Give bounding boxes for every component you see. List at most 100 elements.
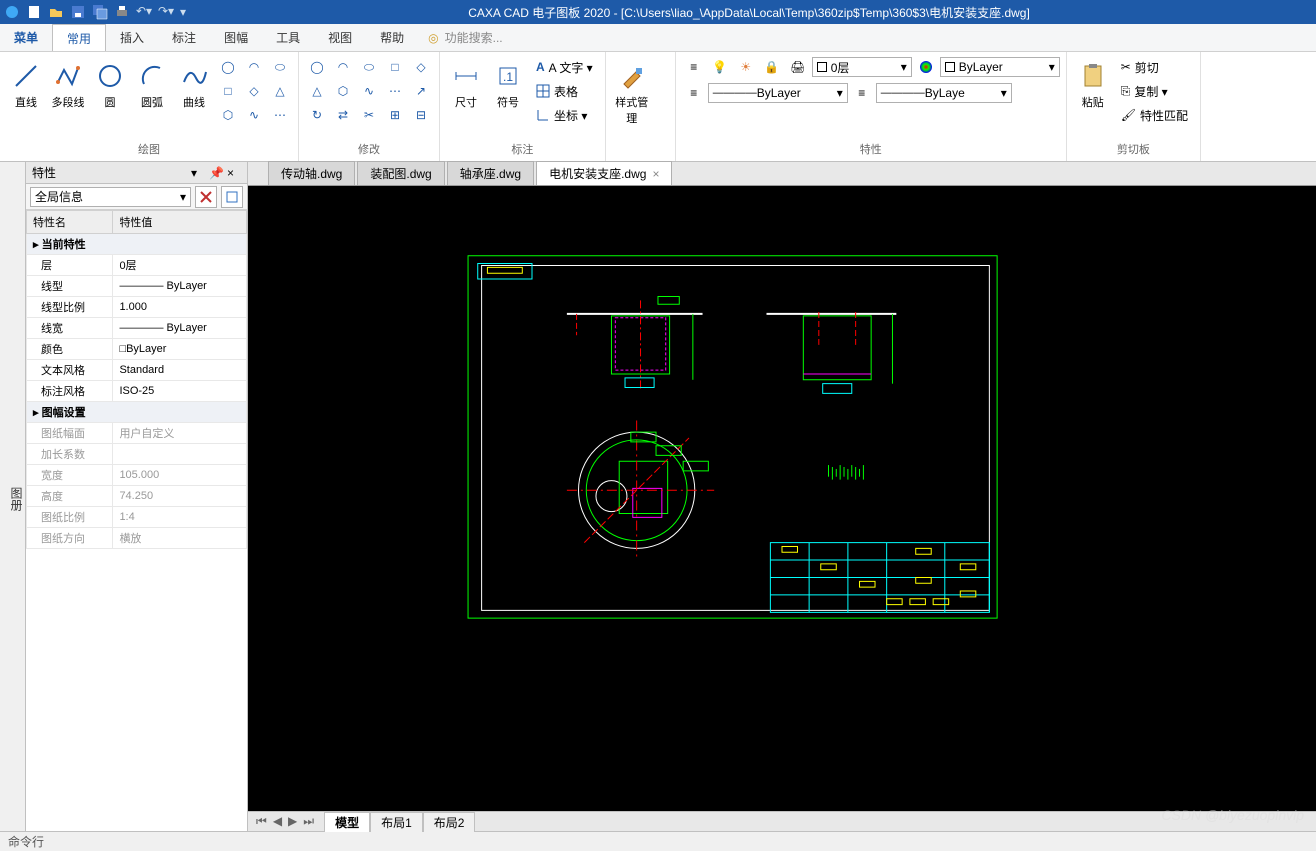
tool-small-modify-small-9[interactable]: ↗: [409, 80, 433, 102]
tool-small-draw-small-8[interactable]: ⋯: [268, 104, 292, 126]
document-tab[interactable]: 传动轴.dwg: [268, 161, 355, 185]
style-manager-button[interactable]: 样式管理: [612, 56, 652, 130]
menu-item-7[interactable]: 帮助: [366, 24, 418, 51]
tool-small-draw-small-7[interactable]: ∿: [242, 104, 266, 126]
property-row[interactable]: 宽度105.000: [27, 465, 247, 486]
saveall-icon[interactable]: [92, 4, 108, 20]
new-icon[interactable]: [26, 4, 42, 20]
copy-button[interactable]: ⎘复制 ▾: [1115, 80, 1194, 102]
nav-first-icon[interactable]: ⏮: [254, 814, 269, 829]
tool-small-modify-small-2[interactable]: ⬭: [357, 56, 381, 78]
tool-small-modify-small-10[interactable]: ↻: [305, 104, 329, 126]
menu-item-1[interactable]: 常用: [52, 24, 106, 51]
circle-button[interactable]: 圆: [90, 56, 130, 114]
tool-small-modify-small-4[interactable]: ◇: [409, 56, 433, 78]
paste-button[interactable]: 粘贴: [1073, 56, 1113, 114]
property-row[interactable]: 颜色□ByLayer: [27, 339, 247, 360]
document-tab[interactable]: 电机安装支座.dwg×: [536, 161, 672, 185]
properties-filter-combo[interactable]: 全局信息▾: [30, 187, 191, 207]
spline-button[interactable]: 曲线: [174, 56, 214, 114]
menu-item-4[interactable]: 图幅: [210, 24, 262, 51]
tool-small-draw-small-6[interactable]: ⬡: [216, 104, 240, 126]
text-button[interactable]: AA 文字 ▾: [530, 56, 599, 78]
property-row[interactable]: ▸ 图幅设置: [27, 402, 247, 423]
property-row[interactable]: 图纸方向横放: [27, 528, 247, 549]
symbol-button[interactable]: .1符号: [488, 56, 528, 114]
bulb-icon[interactable]: 💡: [708, 56, 732, 78]
tool-small-modify-small-3[interactable]: □: [383, 56, 407, 78]
color-combo[interactable]: ByLayer▾: [940, 57, 1060, 77]
tool-small-modify-small-5[interactable]: △: [305, 80, 329, 102]
menu-item-6[interactable]: 视图: [314, 24, 366, 51]
pin-icon[interactable]: 📌: [209, 166, 223, 180]
tool-small-modify-small-13[interactable]: ⊞: [383, 104, 407, 126]
tool-small-modify-small-0[interactable]: ◯: [305, 56, 329, 78]
coord-button[interactable]: 坐标 ▾: [530, 104, 599, 126]
document-tab[interactable]: 轴承座.dwg: [447, 161, 534, 185]
close-icon[interactable]: ×: [227, 166, 241, 180]
menu-item-2[interactable]: 插入: [106, 24, 158, 51]
nav-last-icon[interactable]: ⏭: [301, 814, 316, 829]
tool-small-draw-small-5[interactable]: △: [268, 80, 292, 102]
chevron-down-icon[interactable]: ▾: [191, 166, 205, 180]
tool-small-modify-small-7[interactable]: ∿: [357, 80, 381, 102]
document-tab[interactable]: 装配图.dwg: [357, 161, 444, 185]
cut-button[interactable]: ✂剪切: [1115, 56, 1194, 78]
sun-icon[interactable]: ☀: [734, 56, 758, 78]
property-row[interactable]: 图纸比例1:4: [27, 507, 247, 528]
print-layer-icon[interactable]: 🖨: [786, 56, 810, 78]
open-icon[interactable]: [48, 4, 64, 20]
redo-icon[interactable]: ↷▾: [158, 4, 174, 20]
property-row[interactable]: 文本风格Standard: [27, 360, 247, 381]
line-button[interactable]: 直线: [6, 56, 46, 114]
function-search[interactable]: ◎ 功能搜索...: [428, 29, 503, 46]
property-row[interactable]: ▸ 当前特性: [27, 234, 247, 255]
linetype-combo[interactable]: ———— ByLayer▾: [708, 83, 848, 103]
menu-item-3[interactable]: 标注: [158, 24, 210, 51]
filter-btn-2[interactable]: [221, 186, 243, 208]
menu-item-5[interactable]: 工具: [262, 24, 314, 51]
close-tab-icon[interactable]: ×: [652, 167, 659, 181]
layer-combo[interactable]: 0层▾: [812, 57, 912, 77]
property-row[interactable]: 线型———— ByLayer: [27, 276, 247, 297]
tool-small-draw-small-0[interactable]: ◯: [216, 56, 240, 78]
property-row[interactable]: 层0层: [27, 255, 247, 276]
undo-icon[interactable]: ↶▾: [136, 4, 152, 20]
nav-next-icon[interactable]: ▶: [286, 814, 299, 829]
property-row[interactable]: 标注风格ISO-25: [27, 381, 247, 402]
tool-small-modify-small-1[interactable]: ◠: [331, 56, 355, 78]
tool-small-modify-small-6[interactable]: ⬡: [331, 80, 355, 102]
print-icon[interactable]: [114, 4, 130, 20]
properties-table[interactable]: 特性名特性值 ▸ 当前特性层0层线型———— ByLayer线型比例1.000线…: [26, 210, 247, 831]
match-prop-button[interactable]: 🖌特性匹配: [1115, 104, 1194, 126]
layout-tab[interactable]: 布局2: [423, 812, 476, 832]
polyline-button[interactable]: 多段线: [48, 56, 88, 114]
property-row[interactable]: 线型比例1.000: [27, 297, 247, 318]
layout-tab[interactable]: 布局1: [370, 812, 423, 832]
tool-small-draw-small-1[interactable]: ◠: [242, 56, 266, 78]
layout-tab[interactable]: 模型: [324, 812, 370, 832]
left-tab-strip[interactable]: 图册: [0, 162, 26, 831]
filter-btn-1[interactable]: [195, 186, 217, 208]
arc-button[interactable]: 圆弧: [132, 56, 172, 114]
property-row[interactable]: 加长系数: [27, 444, 247, 465]
nav-prev-icon[interactable]: ◀: [271, 814, 284, 829]
tool-small-modify-small-11[interactable]: ⇄: [331, 104, 355, 126]
save-icon[interactable]: [70, 4, 86, 20]
canvas[interactable]: [248, 186, 1316, 811]
menu-item-0[interactable]: 菜单: [0, 24, 52, 51]
property-row[interactable]: 高度74.250: [27, 486, 247, 507]
property-row[interactable]: 线宽———— ByLayer: [27, 318, 247, 339]
tool-small-draw-small-3[interactable]: □: [216, 80, 240, 102]
property-row[interactable]: 图纸幅面用户自定义: [27, 423, 247, 444]
tool-small-draw-small-4[interactable]: ◇: [242, 80, 266, 102]
dimension-button[interactable]: 尺寸: [446, 56, 486, 114]
tool-small-draw-small-2[interactable]: ⬭: [268, 56, 292, 78]
lock-icon[interactable]: 🔒: [760, 56, 784, 78]
tool-small-modify-small-8[interactable]: ⋯: [383, 80, 407, 102]
layer-icon[interactable]: ≡: [682, 56, 706, 78]
tool-small-modify-small-12[interactable]: ✂: [357, 104, 381, 126]
linetype-icon[interactable]: ≡: [682, 82, 706, 104]
tool-small-modify-small-14[interactable]: ⊟: [409, 104, 433, 126]
table-button[interactable]: 表格: [530, 80, 599, 102]
